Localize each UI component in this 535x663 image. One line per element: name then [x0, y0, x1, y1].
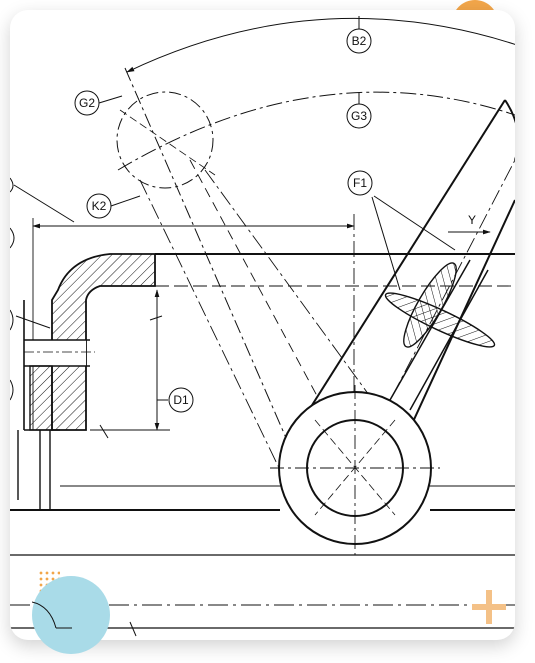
circle-g2 — [116, 91, 214, 189]
bottom-arc-fragment — [32, 601, 57, 629]
svg-text:G2: G2 — [79, 96, 95, 110]
decorative-plus-icon — [472, 590, 506, 624]
svg-text:D1: D1 — [173, 393, 189, 407]
decorative-blue-circle — [32, 576, 110, 654]
arm-left-edge — [289, 99, 506, 441]
label-g3: G3 — [346, 103, 372, 129]
label-k2: K2 — [86, 193, 112, 219]
arc-b2 — [126, 17, 515, 73]
hatched-lower-block — [29, 365, 53, 431]
label-g2: G2 — [74, 90, 100, 116]
svg-text:G3: G3 — [351, 109, 367, 123]
label-b2: B2 — [346, 28, 372, 54]
svg-text:F1: F1 — [353, 176, 367, 190]
label-d1: D1 — [168, 387, 194, 413]
svg-text:K2: K2 — [92, 199, 107, 213]
extension-line-b2 — [124, 67, 301, 471]
svg-text:B2: B2 — [352, 34, 367, 48]
label-y: Y — [468, 213, 476, 227]
hatched-section — [51, 253, 156, 431]
technical-drawing: B2 G2 G3 F1 K2 D1 Y — [10, 16, 515, 637]
svg-text:Y: Y — [468, 213, 476, 227]
label-f1: F1 — [347, 170, 373, 196]
drawing-card: B2 G2 G3 F1 K2 D1 Y — [10, 10, 515, 640]
hatched-section-cross — [384, 292, 496, 348]
arc-g3 — [117, 91, 515, 171]
